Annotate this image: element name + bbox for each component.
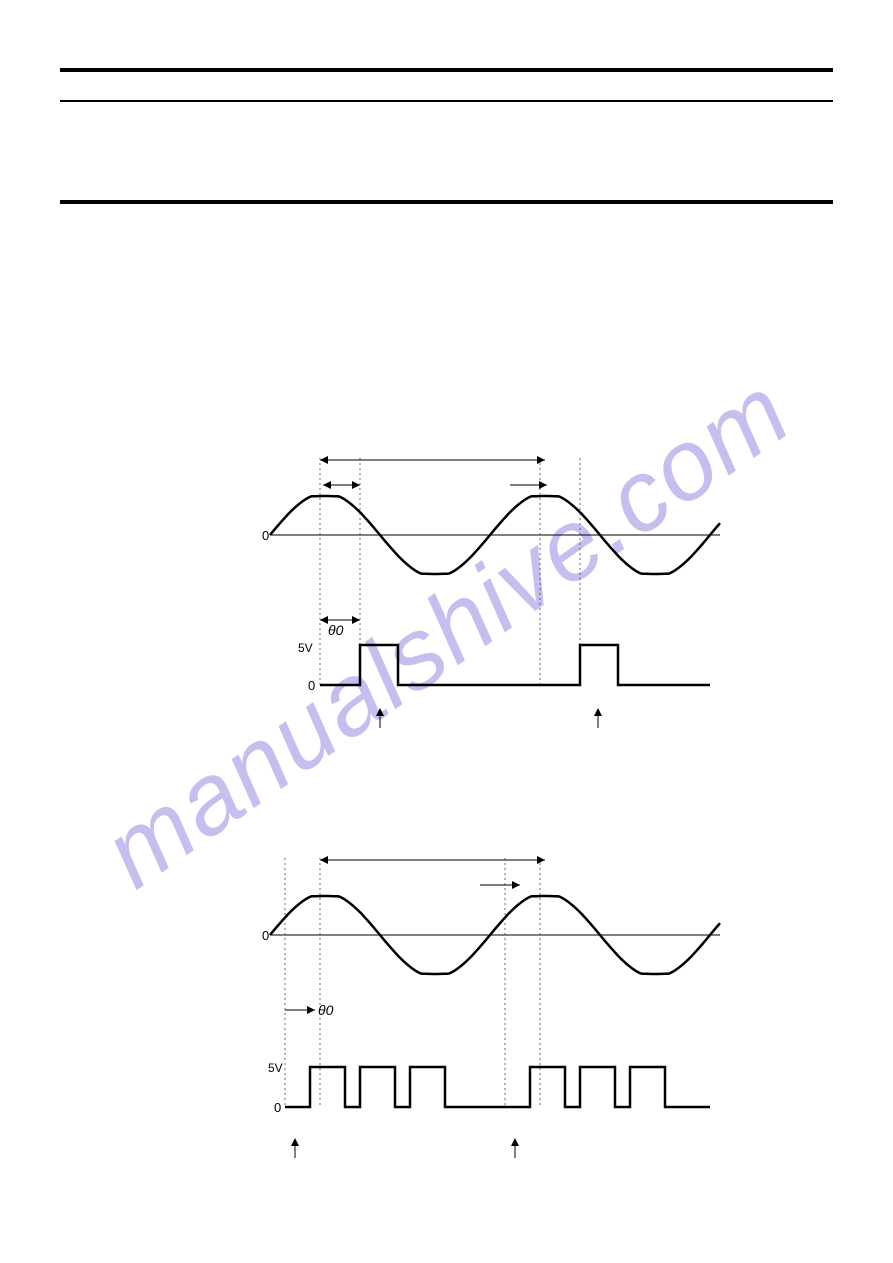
up-arrow-head — [376, 708, 384, 716]
pulse-train-b — [285, 1067, 710, 1107]
pulse-zero-label-b: 0 — [274, 1100, 281, 1115]
diagram-a-svg: 0 — [260, 440, 730, 760]
up-arrows-b — [291, 1138, 519, 1158]
pulse-level-label-b: 5V — [268, 1061, 283, 1075]
header-rule-bottom — [60, 200, 833, 204]
sine-zero-label: 0 — [262, 528, 269, 543]
diagram-b-svg: 0 θ0 5V 0 — [260, 840, 730, 1180]
theta-arrow-a: θ0 — [320, 616, 360, 638]
header-rule-top — [60, 68, 833, 72]
theta-label-b: θ0 — [318, 1002, 334, 1018]
diagram-b: 0 θ0 5V 0 — [260, 840, 730, 1180]
theta-label-a: θ0 — [328, 622, 344, 638]
short-arrow-a-right — [510, 481, 547, 489]
pulse-train-a — [320, 645, 710, 685]
pulse-group-a: 5V 0 — [298, 641, 710, 693]
diagram-a: 0 — [260, 440, 730, 760]
pulse-zero-label-a: 0 — [308, 678, 315, 693]
period-arrow-a — [320, 456, 545, 464]
short-arrow-b-right — [480, 881, 520, 889]
pulse-level-label-a: 5V — [298, 641, 313, 655]
theta-arrow-b: θ0 — [285, 1002, 334, 1018]
period-arrow-b — [320, 856, 545, 864]
page: manualshive.com 0 — [0, 0, 893, 1263]
diagram-a-sine-group: 0 — [262, 496, 720, 574]
up-arrow-head — [594, 708, 602, 716]
pulse-group-b: 5V 0 — [268, 1061, 710, 1115]
up-arrow-head — [511, 1138, 519, 1146]
sine-zero-label-b: 0 — [262, 928, 269, 943]
short-arrow-a-left — [323, 481, 360, 489]
header-rule-mid — [60, 100, 833, 102]
up-arrow-head — [291, 1138, 299, 1146]
diagram-b-sine-group: 0 — [262, 896, 720, 974]
up-arrows-a — [376, 708, 602, 728]
